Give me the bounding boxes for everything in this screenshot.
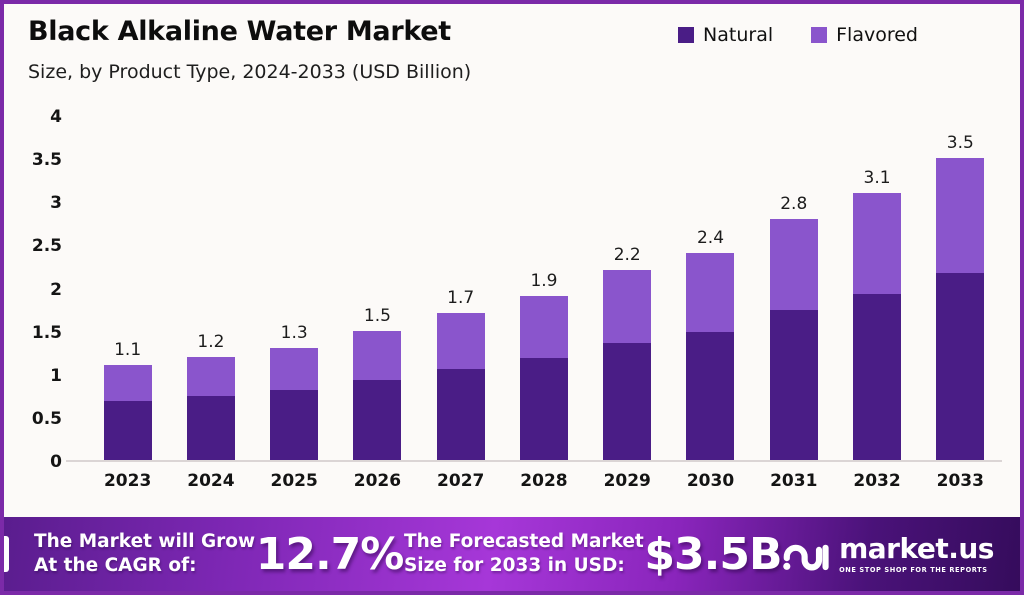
bar-segment-natural-2026 [353,379,402,460]
x-axis-labels: 2023 2024 2025 2026 2027 2028 2029 2030 2031 2032… [66,471,1002,491]
legend-item-natural: Natural [678,24,773,46]
y-tick-4: 4 [50,107,62,127]
bar-total-label-2027: 1.7 [447,288,475,309]
natural-swatch-icon [678,27,695,43]
y-tick-3.5: 3.5 [31,150,62,171]
bar-group-2023: 1.1 [86,117,169,460]
bar-segment-natural-2031 [769,309,818,460]
y-tick-0.5: 0.5 [31,408,62,429]
bar-segment-flavored-2026 [353,330,402,380]
bar-total-label-2033: 3.5 [946,133,974,154]
bar-segment-natural-2028 [519,358,568,460]
x-axis-label-2030: 2030 [686,471,735,491]
bar-segment-flavored-2032 [853,192,902,295]
bar-total-label-2029: 2.2 [613,245,641,266]
brand-tagline: ONE STOP SHOP FOR THE REPORTS [839,565,988,574]
bar-group-2033: 3.5 [919,117,1002,460]
bar-group-2026: 1.5 [336,117,419,460]
page-title: Black Alkaline Water Market [28,16,451,47]
bar-segment-natural-2033 [936,272,985,460]
bar-segment-natural-2024 [186,396,235,460]
bar-group-2025: 1.3 [253,117,336,460]
bar-group-2028: 1.9 [502,117,585,460]
cagr-label-line1: The Market will Grow [34,531,256,553]
x-axis-label-2026: 2026 [353,471,402,491]
cagr-value: 12.7% [255,528,405,580]
bar-segment-natural-2029 [603,342,652,460]
cagr-label: The Market will Grow At the CAGR of: [34,530,255,577]
y-tick-2.5: 2.5 [31,236,62,257]
y-tick-1.5: 1.5 [31,322,62,343]
y-tick-2: 2 [50,279,62,300]
brand-text: market.us ONE STOP SHOP FOR THE REPORTS [839,531,994,574]
x-axis-label-2031: 2031 [770,471,818,491]
chart-section: Black Alkaline Water Market Size, by Pro… [4,4,1020,517]
x-axis-label-2028: 2028 [520,471,568,491]
bar-total-label-2023: 1.1 [114,340,142,361]
footer-banner: The Market will Grow At the CAGR of: 12.… [4,517,1020,591]
bar-segment-flavored-2024 [186,356,235,397]
x-axis-label-2024: 2024 [187,471,235,491]
forecast-value: $3.5B [644,528,782,580]
bar-segment-flavored-2030 [686,253,735,332]
bar-total-label-2025: 1.3 [280,322,308,343]
bar-total-label-2032: 3.1 [863,167,891,188]
bar-group-2029: 2.2 [586,117,669,460]
bar-segment-natural-2030 [686,331,735,460]
forecast-label-line2: Size for 2033 in USD: [403,555,625,576]
flavored-swatch-icon [811,27,828,43]
bar-segment-flavored-2023 [103,365,152,402]
x-axis-label-2032: 2032 [853,471,901,491]
legend-label-flavored: Flavored [836,24,918,46]
bar-segment-flavored-2027 [436,313,485,370]
marketus-logo-icon [783,544,829,571]
bar-segment-natural-2025 [270,390,319,460]
y-tick-3: 3 [50,193,62,214]
legend: Natural Flavored [678,24,918,46]
y-axis: 0 0.5 1 1.5 2 2.5 3 3.5 4 [14,107,66,472]
plot-main: 1.1 1.2 1.3 1.5 1.7 1.9 2.2 2.4 2.8 3.1 3.5 2023 20… [66,117,1002,491]
bar-total-label-2028: 1.9 [530,271,558,292]
bar-total-label-2026: 1.5 [363,305,391,326]
bar-group-2024: 1.2 [169,117,252,460]
forecast-label-line1: The Forecasted Market [403,531,644,553]
bar-group-2030: 2.4 [669,117,752,460]
bar-segment-natural-2027 [436,369,485,460]
bar-segment-natural-2023 [103,401,152,460]
brand-name: market.us [839,531,994,565]
y-tick-1: 1 [50,365,62,386]
bar-group-2032: 3.1 [835,117,918,460]
legend-label-natural: Natural [703,24,774,46]
cagr-label-line2: At the CAGR of: [34,555,197,576]
bar-segment-flavored-2025 [270,347,319,391]
banner-accent-bar [4,536,9,572]
bar-segment-flavored-2029 [603,270,652,343]
plot-area: 0 0.5 1 1.5 2 2.5 3 3.5 4 1.1 1.2 1.3 1.5 1.7 1.9 2.2 2… [14,107,1002,491]
x-axis-label-2027: 2027 [437,471,485,491]
bar-group-2031: 2.8 [752,117,835,460]
bar-segment-flavored-2031 [769,218,818,310]
bar-total-label-2024: 1.2 [197,331,225,352]
brand-logo: market.us ONE STOP SHOP FOR THE REPORTS [782,533,994,575]
legend-item-flavored: Flavored [811,24,918,46]
x-axis-label-2023: 2023 [103,471,152,491]
bar-group-2027: 1.7 [419,117,502,460]
bar-segment-natural-2032 [853,294,902,460]
bar-total-label-2030: 2.4 [696,228,725,249]
x-axis-label-2029: 2029 [603,471,651,491]
bar-total-label-2031: 2.8 [780,193,808,214]
forecast-label: The Forecasted Market Size for 2033 in U… [404,530,644,577]
x-axis-label-2025: 2025 [270,471,318,491]
bars-row: 1.1 1.2 1.3 1.5 1.7 1.9 2.2 2.4 2.8 3.1 3.5 [66,117,1002,462]
bar-segment-flavored-2028 [519,296,568,359]
x-axis-label-2033: 2033 [936,471,984,491]
y-tick-0: 0 [50,452,62,472]
page-subtitle: Size, by Product Type, 2024-2033 (USD Bi… [28,61,472,83]
bar-segment-flavored-2033 [936,158,985,273]
